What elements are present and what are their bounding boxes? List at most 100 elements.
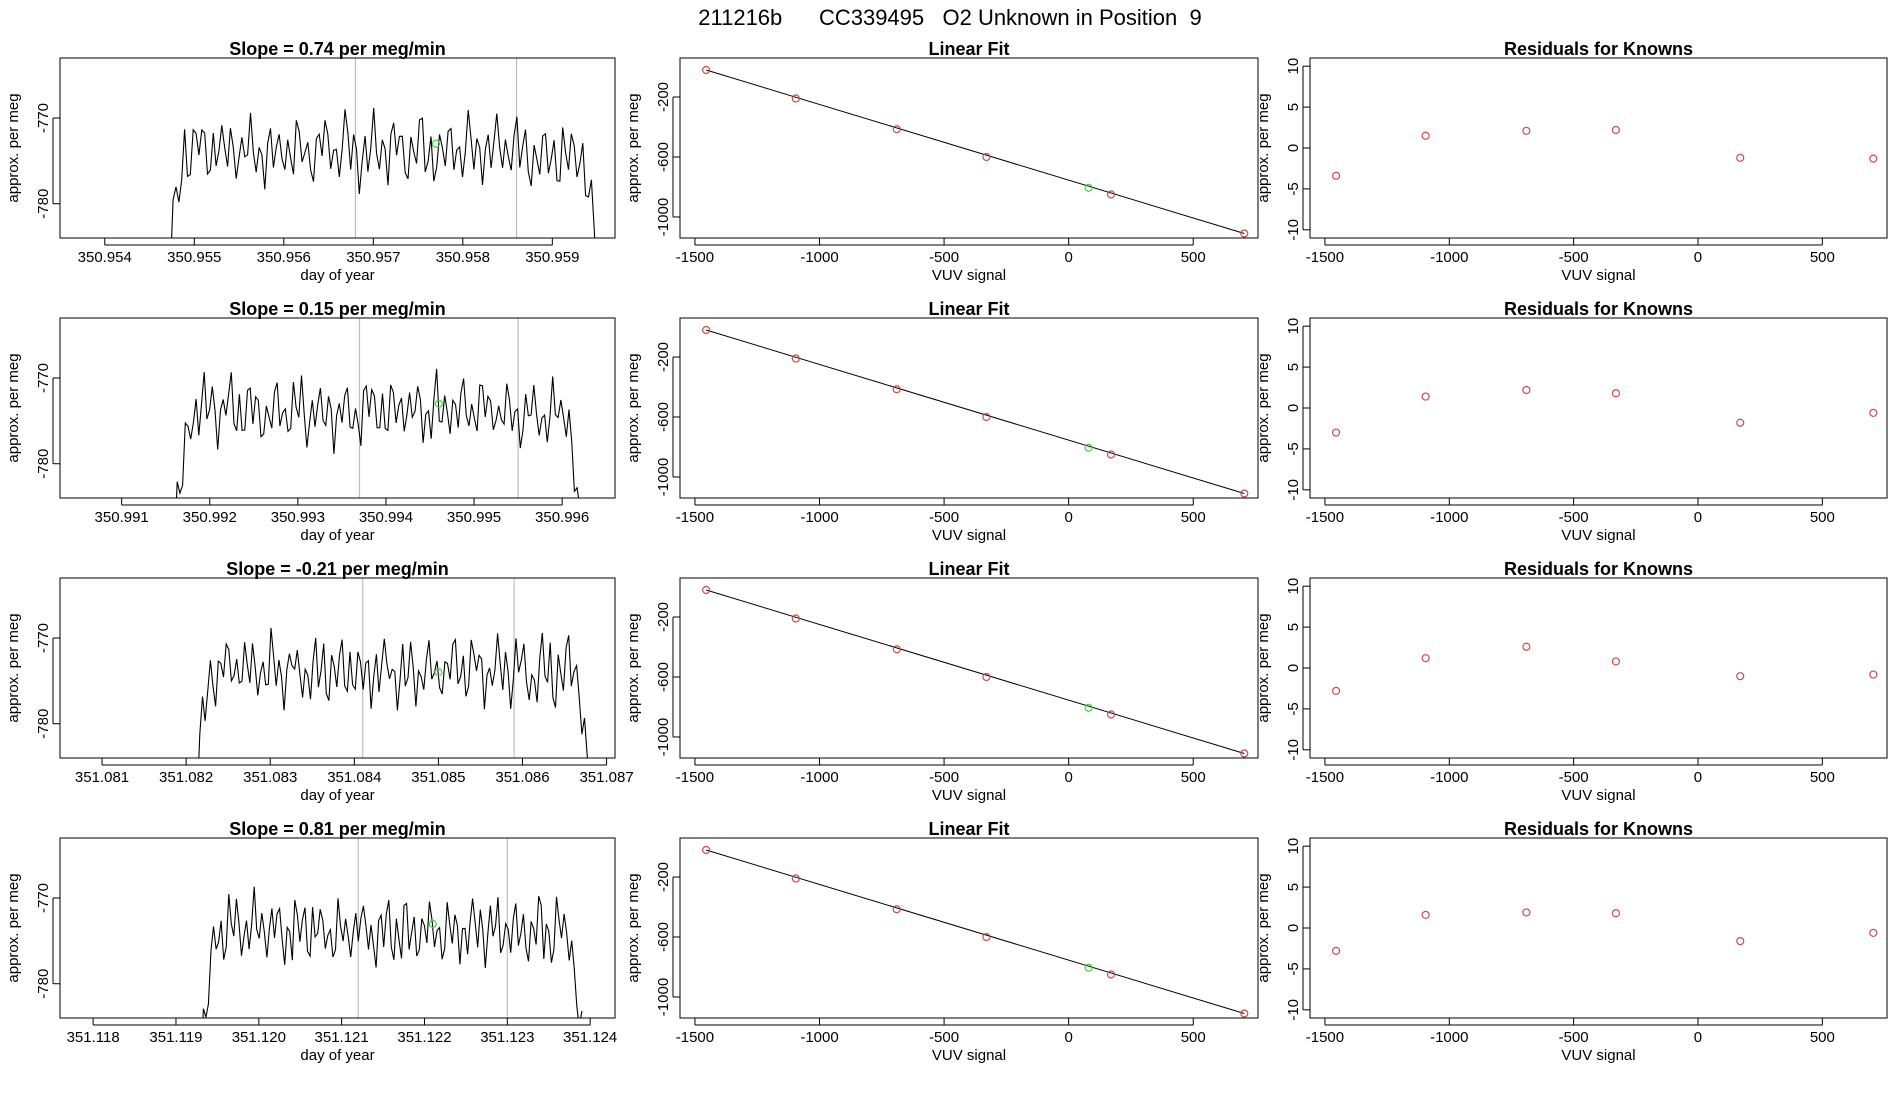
y-tick-label: -1000: [655, 198, 672, 236]
plot-area: [202, 838, 583, 1018]
plot-frame: [59, 577, 616, 759]
y-tick-label: -780: [35, 709, 52, 739]
residual-point: [1332, 171, 1341, 180]
residual-point: [1421, 910, 1430, 920]
panel-title: Slope = 0.81 per meg/min: [229, 819, 446, 839]
unknown-point: [434, 668, 443, 677]
known-point: [1240, 229, 1249, 238]
y-tick-label: -1000: [655, 718, 672, 756]
known-point: [702, 65, 711, 75]
x-tick-label: -1000: [800, 509, 838, 526]
x-tick-label: -1000: [1430, 1029, 1468, 1046]
x-tick-label: 350.995: [447, 509, 501, 526]
x-tick-label: 350.994: [359, 509, 413, 526]
y-tick-label: -1000: [655, 978, 672, 1016]
x-tick-label: -1000: [1430, 249, 1468, 266]
x-tick-label: 351.082: [159, 769, 213, 786]
x-tick-label: 350.996: [535, 509, 589, 526]
x-tick-label: 0: [1064, 509, 1072, 526]
panel-title: Linear Fit: [928, 559, 1009, 579]
x-axis-label: VUV signal: [1561, 1047, 1635, 1064]
x-tick-label: 0: [1694, 249, 1702, 266]
x-tick-label: -500: [929, 509, 959, 526]
y-axis-label: approx. per meg: [1255, 93, 1272, 202]
y-tick-label: -10: [1285, 479, 1302, 501]
known-point: [1106, 970, 1116, 979]
known-point: [1106, 190, 1116, 199]
panel-residuals-row1: -1500 -1000 -500 0 500 10 5 0 -5 -10 Residuals for…: [1255, 39, 1888, 284]
x-axis-label: VUV signal: [932, 1047, 1006, 1064]
plot-frame: [679, 57, 1259, 239]
known-point: [791, 874, 800, 883]
x-tick-label: -500: [929, 249, 959, 266]
plot-frame: [679, 317, 1259, 499]
y-tick-label: 5: [1285, 883, 1302, 891]
fit-line: [706, 589, 1245, 754]
x-tick-label: -1500: [676, 509, 714, 526]
x-tick-label: 350.955: [167, 249, 221, 266]
known-point: [982, 412, 991, 422]
x-tick-label: -1500: [1306, 249, 1344, 266]
known-point: [702, 325, 711, 335]
x-axis-label: day of year: [300, 1047, 374, 1064]
known-point: [1240, 749, 1249, 758]
known-point: [892, 645, 901, 654]
residual-point: [1421, 392, 1430, 401]
x-tick-label: 351.124: [563, 1029, 617, 1046]
x-tick-label: 351.120: [232, 1029, 286, 1046]
plot-area: [1332, 385, 1878, 437]
y-tick-label: -5: [1285, 182, 1302, 195]
known-point: [1240, 1009, 1249, 1018]
residual-point: [1869, 928, 1878, 938]
residual-point: [1611, 389, 1621, 398]
y-tick-label: -780: [35, 189, 52, 219]
x-tick-label: -1500: [676, 249, 714, 266]
known-point: [892, 905, 901, 914]
y-axis-label: approx. per meg: [5, 613, 22, 722]
y-tick-label: 0: [1285, 404, 1302, 412]
y-tick-label: -770: [35, 103, 52, 133]
x-tick-label: 0: [1064, 769, 1072, 786]
panel-residuals-row3: -1500 -1000 -500 0 500 10 5 0 -5 -10 Residuals for…: [1255, 559, 1888, 804]
panel-residuals-row4: -1500 -1000 -500 0 500 10 5 0 -5 -10 Residuals for…: [1255, 819, 1888, 1064]
x-axis-label: day of year: [300, 787, 374, 804]
residual-point: [1332, 428, 1341, 437]
residual-point: [1522, 642, 1531, 651]
x-tick-label: 351.084: [327, 769, 381, 786]
residual-point: [1869, 154, 1878, 163]
y-tick-label: -10: [1285, 219, 1302, 241]
residual-point: [1736, 418, 1745, 427]
known-point: [791, 94, 800, 103]
y-tick-label: 0: [1285, 924, 1302, 932]
x-tick-label: 500: [1181, 1029, 1206, 1046]
plot-area: [198, 578, 588, 758]
residual-point: [1869, 670, 1878, 679]
y-axis-label: approx. per meg: [5, 873, 22, 982]
known-point: [791, 354, 800, 363]
trace-line: [171, 107, 596, 238]
x-tick-label: -500: [929, 769, 959, 786]
x-tick-label: -1500: [676, 1029, 714, 1046]
y-axis-label: approx. per meg: [625, 93, 642, 202]
x-tick-label: 351.119: [149, 1029, 202, 1046]
y-tick-label: -770: [35, 883, 52, 913]
unknown-point: [1084, 703, 1093, 712]
y-tick-label: -600: [655, 922, 672, 952]
x-tick-label: -500: [929, 1029, 959, 1046]
residual-point: [1522, 385, 1531, 395]
x-tick-label: -1000: [800, 249, 838, 266]
y-axis-label: approx. per meg: [625, 613, 642, 722]
unknown-point: [428, 919, 437, 928]
x-axis-label: VUV signal: [932, 267, 1006, 284]
y-tick-label: -770: [35, 363, 52, 393]
y-axis-label: approx. per meg: [1255, 613, 1272, 722]
panel-title: Residuals for Knowns: [1504, 39, 1693, 59]
x-tick-label: 0: [1694, 509, 1702, 526]
panel-time-series-row3: 351.081 351.082 351.083 351.084 351.085 351.0…: [5, 559, 634, 804]
panel-title: Residuals for Knowns: [1504, 299, 1693, 319]
trace-line: [198, 627, 588, 758]
residual-point: [1736, 672, 1745, 681]
